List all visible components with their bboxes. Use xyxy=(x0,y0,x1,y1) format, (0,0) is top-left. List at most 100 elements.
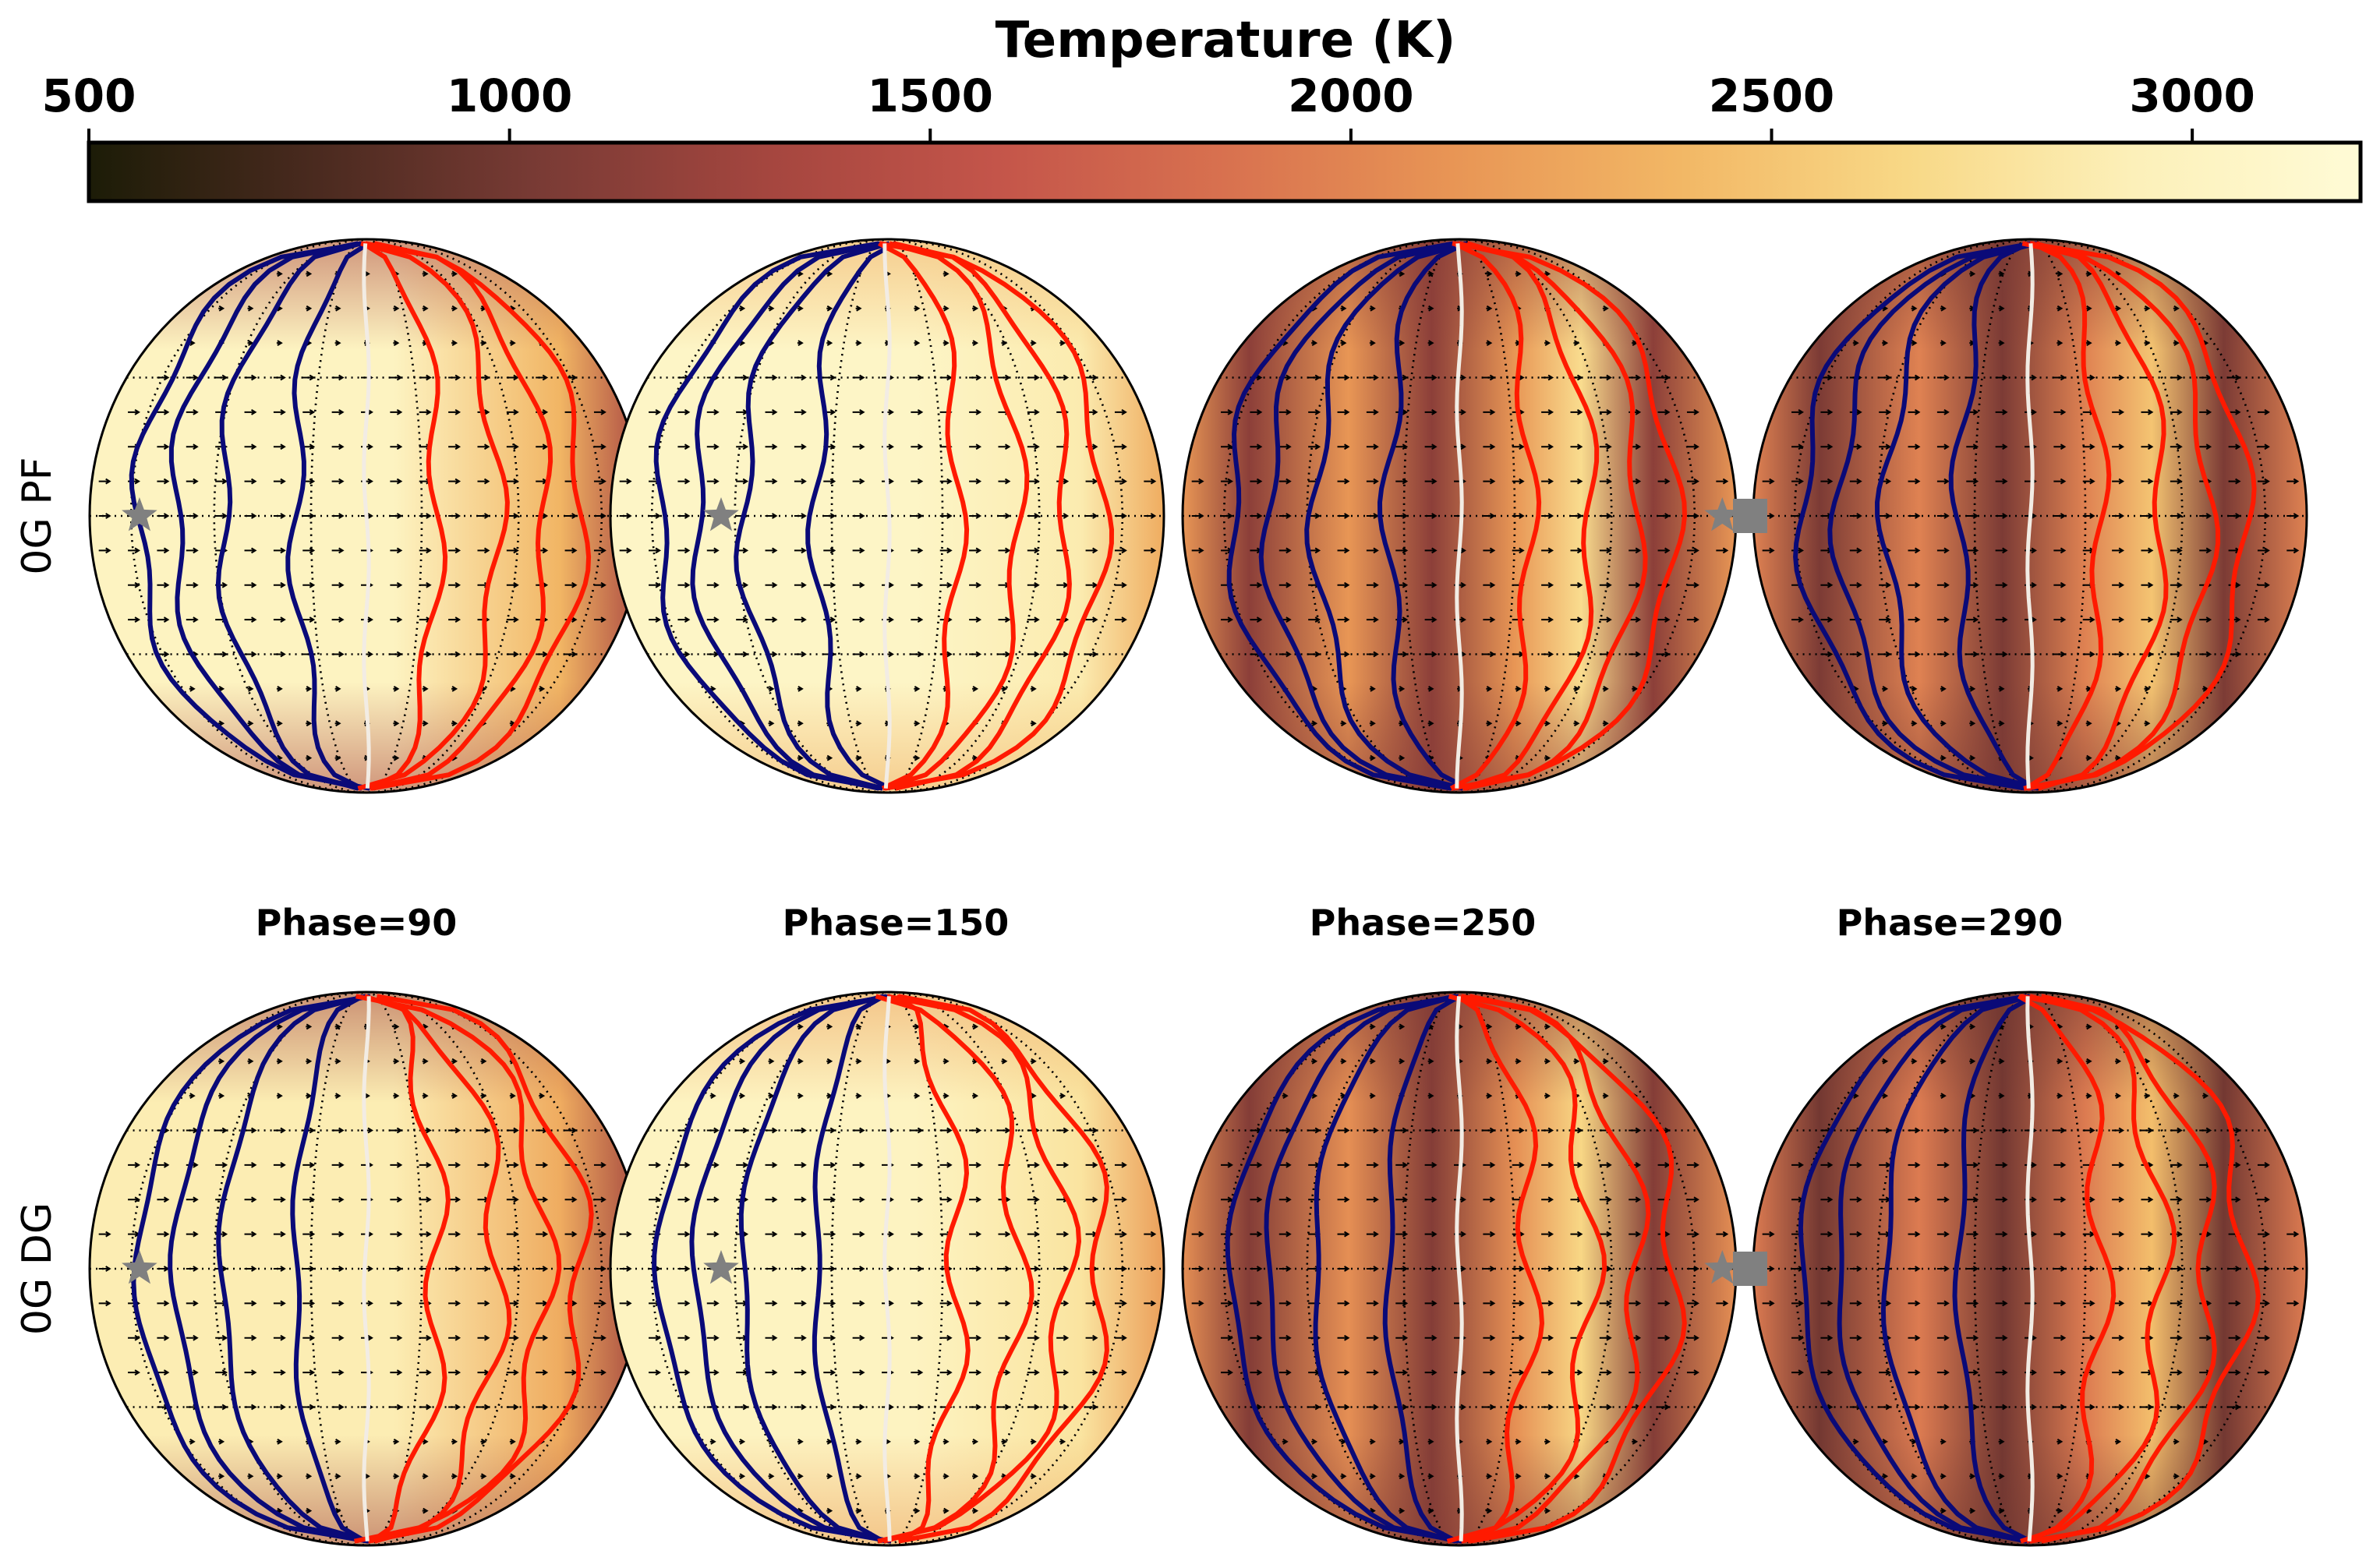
wind-arrow xyxy=(998,1231,1011,1238)
wind-arrow xyxy=(1486,305,1493,312)
wind-arrow xyxy=(1686,1231,1699,1238)
wind-arrow xyxy=(1686,443,1699,450)
wind-arrow xyxy=(1544,1473,1551,1480)
wind-arrow xyxy=(1940,1093,1947,1099)
globe-panel xyxy=(1181,238,1741,794)
square-marker xyxy=(1733,1252,1767,1286)
wind-arrow xyxy=(1599,513,1612,519)
wind-arrow xyxy=(186,374,199,381)
wind-arrow xyxy=(157,1369,170,1376)
wind-arrow xyxy=(1424,1300,1438,1307)
wind-arrow xyxy=(477,1300,490,1307)
wind-arrow xyxy=(1686,1369,1699,1376)
wind-arrow xyxy=(972,1473,979,1480)
wind-arrow xyxy=(273,1300,286,1307)
wind-arrow xyxy=(677,1369,691,1376)
wind-arrow xyxy=(390,1127,403,1134)
wind-arrow xyxy=(1483,1404,1496,1411)
wind-arrow xyxy=(215,651,228,658)
wind-arrow xyxy=(393,1058,400,1065)
zero-wind-contour xyxy=(882,243,892,789)
wind-arrow xyxy=(1820,616,1834,623)
wind-arrow xyxy=(1366,616,1379,623)
wind-arrow xyxy=(1657,651,1671,658)
wind-arrow xyxy=(1966,616,1979,623)
wind-arrow xyxy=(1191,1231,1204,1238)
wind-arrow xyxy=(1940,340,1947,346)
wind-arrow xyxy=(768,720,775,727)
wind-arrow xyxy=(215,1404,228,1411)
wind-arrow xyxy=(157,443,170,450)
wind-arrow xyxy=(852,513,865,519)
wind-arrow xyxy=(2082,513,2095,519)
wind-arrow xyxy=(1573,340,1580,346)
wind-arrow xyxy=(768,1093,775,1099)
wind-arrow xyxy=(539,1093,546,1099)
wind-arrow xyxy=(706,1127,720,1134)
wind-arrow xyxy=(2228,443,2241,450)
wind-arrow xyxy=(1027,547,1040,554)
wind-arrow xyxy=(1998,686,2005,692)
wind-arrow xyxy=(768,1473,775,1480)
wind-arrow xyxy=(1369,686,1376,692)
wind-arrow xyxy=(677,547,691,554)
red-wind-contour xyxy=(2035,241,2169,791)
wind-arrow xyxy=(794,581,807,588)
wind-arrow xyxy=(2170,616,2183,623)
wind-arrow xyxy=(1056,1127,1070,1134)
wind-arrow xyxy=(1085,547,1098,554)
wind-arrow xyxy=(128,1162,140,1168)
wind-arrow xyxy=(273,581,286,588)
wind-arrow xyxy=(855,1507,862,1514)
wind-arrow xyxy=(855,340,862,346)
wind-arrow xyxy=(942,270,950,277)
wind-arrow xyxy=(448,443,462,450)
wind-arrow xyxy=(768,1058,775,1065)
wind-arrow xyxy=(709,1093,716,1099)
wind-arrow xyxy=(794,651,807,658)
wind-arrow xyxy=(1337,1231,1350,1238)
wind-arrow xyxy=(852,374,865,381)
globe-outline xyxy=(609,991,1165,1547)
wind-arrow xyxy=(506,1196,519,1203)
wind-arrow xyxy=(480,1439,487,1445)
wind-arrow xyxy=(509,1093,516,1099)
wind-arrow xyxy=(823,513,836,519)
wind-arrow xyxy=(1602,1058,1609,1065)
wind-arrow xyxy=(306,1507,313,1514)
wind-arrow xyxy=(1969,1507,1976,1514)
wind-arrow xyxy=(302,409,316,415)
wind-arrow xyxy=(1936,1231,1950,1238)
red-wind-contour xyxy=(2023,241,2257,791)
wind-arrow xyxy=(972,1439,979,1445)
wind-arrow xyxy=(914,754,921,761)
wind-arrow xyxy=(794,1231,807,1238)
wind-arrow xyxy=(998,478,1011,485)
red-wind-contour xyxy=(2020,994,2261,1544)
wind-arrow xyxy=(1849,651,1862,658)
wind-arrow xyxy=(1541,1300,1554,1307)
wind-arrow xyxy=(215,1127,228,1134)
wind-arrow xyxy=(480,1058,487,1065)
blue-wind-contour xyxy=(1225,994,1463,1544)
wind-arrow xyxy=(1250,581,1263,588)
wind-arrow xyxy=(1541,443,1554,450)
wind-arrow xyxy=(1056,1231,1070,1238)
zero-wind-contour xyxy=(362,243,371,789)
wind-arrow xyxy=(2173,1093,2180,1099)
wind-arrow xyxy=(1114,547,1127,554)
wind-arrow xyxy=(1337,1300,1350,1307)
wind-arrow xyxy=(218,305,225,312)
wind-arrow xyxy=(480,1473,487,1480)
wind-arrow xyxy=(1366,443,1379,450)
wind-arrow xyxy=(2228,478,2241,485)
wind-arrow xyxy=(1599,1162,1612,1168)
wind-arrow xyxy=(1308,616,1321,623)
wind-arrow xyxy=(186,478,199,485)
wind-arrow xyxy=(1544,720,1551,727)
wind-arrow xyxy=(1998,1439,2005,1445)
wind-arrow xyxy=(1114,1196,1127,1203)
wind-arrow xyxy=(2115,1058,2122,1065)
wind-arrow xyxy=(1936,1404,1950,1411)
wind-arrow xyxy=(128,1369,140,1376)
